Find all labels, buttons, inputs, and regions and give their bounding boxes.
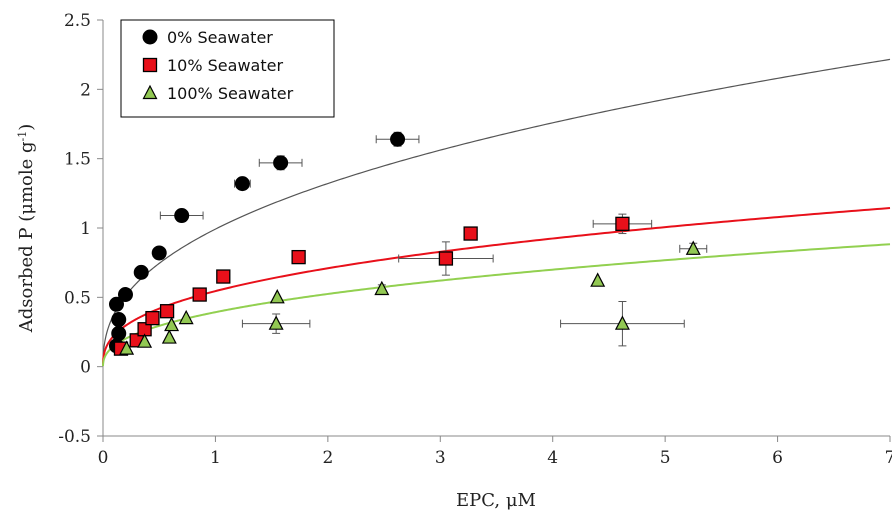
data-point-triangle: [268, 315, 284, 330]
data-point-square: [463, 226, 478, 241]
data-point-triangle: [178, 309, 194, 325]
data-point-triangle: [685, 240, 701, 255]
fit-curve: [102, 243, 891, 367]
y-tick-label: 2: [80, 80, 91, 100]
y-axis-title: Adsorbed P (μmole g-1): [16, 124, 38, 333]
legend-marker-circle: [142, 29, 158, 45]
data-point-triangle: [269, 289, 285, 304]
data-point-triangle: [164, 316, 180, 332]
data-point-circle: [273, 155, 289, 171]
x-tick-label: 3: [435, 448, 446, 468]
y-tick-label: 0.5: [64, 288, 91, 308]
y-ticks: -0.5 0 0.5 1 1.5 2 2.5: [58, 11, 103, 447]
data-point-triangle: [119, 340, 135, 355]
data-point-square: [291, 249, 306, 265]
data-point-square: [615, 216, 630, 231]
legend-label: 100% Seawater: [167, 84, 294, 103]
x-tick-label: 4: [547, 448, 558, 468]
x-tick-label: 1: [210, 448, 221, 468]
data-point-circle: [174, 208, 190, 224]
data-point-circle: [117, 287, 133, 303]
data-point-circle: [390, 131, 406, 147]
data-point-square: [438, 251, 454, 266]
data-point-circle: [133, 264, 149, 280]
x-tick-label: 6: [772, 448, 783, 468]
data-point-triangle: [161, 329, 177, 344]
y-tick-label: 0: [80, 358, 91, 378]
legend-marker-triangle: [142, 84, 158, 100]
x-axis-title: EPC, μM: [456, 490, 536, 511]
x-tick-label: 5: [660, 448, 671, 468]
data-points: [108, 131, 708, 356]
data-point-triangle: [137, 333, 153, 348]
y-axis-title-main: Adsorbed P (μmole g: [16, 142, 37, 334]
data-point-circle: [108, 296, 124, 312]
y-tick-label: -0.5: [58, 427, 91, 447]
x-ticks: 0 1 2 3 4 5 6 7: [98, 436, 892, 468]
x-tick-label: 7: [885, 448, 892, 468]
data-point-circle: [234, 176, 250, 192]
data-point-triangle: [614, 315, 630, 330]
data-point-square: [159, 304, 175, 319]
y-tick-label: 1: [80, 219, 91, 239]
y-axis-title-superscript: -1: [16, 131, 29, 142]
y-tick-label: 2.5: [64, 11, 91, 31]
y-tick-label: 1.5: [64, 150, 91, 170]
data-point-square: [216, 269, 231, 284]
legend: 0% Seawater 10% Seawater 100% Seawater: [120, 19, 335, 118]
x-tick-label: 2: [322, 448, 333, 468]
legend-marker-square: [142, 57, 158, 73]
data-point-circle: [111, 312, 127, 328]
x-tick-label: 0: [98, 448, 109, 468]
legend-label: 10% Seawater: [167, 56, 283, 75]
data-point-square: [192, 287, 207, 302]
legend-label: 0% Seawater: [167, 28, 273, 47]
fit-curve: [102, 207, 891, 366]
data-point-square: [145, 310, 160, 326]
data-point-triangle: [590, 272, 606, 287]
y-axis-title-close: ): [16, 124, 37, 131]
data-point-circle: [111, 325, 127, 341]
data-point-circle: [151, 245, 167, 261]
data-point-triangle: [374, 280, 390, 296]
